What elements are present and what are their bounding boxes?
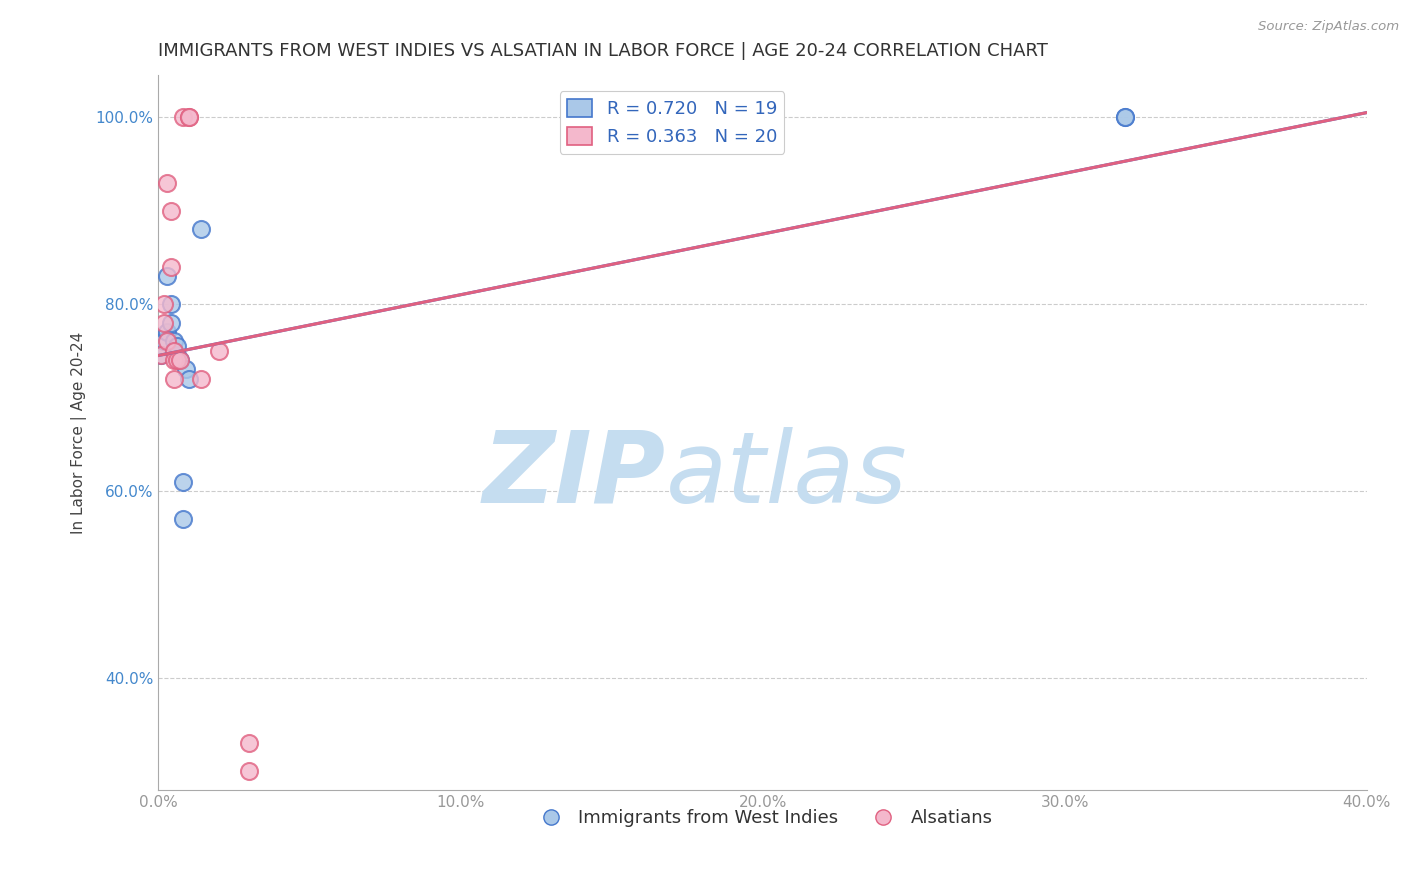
- Point: [166, 353, 188, 368]
- Y-axis label: In Labor Force | Age 20-24: In Labor Force | Age 20-24: [72, 332, 87, 533]
- Point: [153, 334, 176, 349]
- Text: atlas: atlas: [666, 427, 908, 524]
- Point: [174, 362, 197, 376]
- Point: [169, 353, 191, 368]
- Point: [190, 372, 212, 386]
- Text: Source: ZipAtlas.com: Source: ZipAtlas.com: [1258, 20, 1399, 33]
- Point: [162, 353, 184, 368]
- Point: [156, 325, 179, 339]
- Point: [177, 110, 200, 124]
- Point: [162, 334, 184, 349]
- Point: [162, 372, 184, 386]
- Point: [159, 297, 181, 311]
- Point: [172, 512, 194, 526]
- Point: [156, 176, 179, 190]
- Point: [208, 343, 231, 358]
- Point: [159, 316, 181, 330]
- Point: [600, 110, 623, 124]
- Point: [166, 349, 188, 363]
- Point: [1114, 110, 1136, 124]
- Point: [177, 110, 200, 124]
- Point: [166, 339, 188, 353]
- Point: [162, 343, 184, 358]
- Text: ZIP: ZIP: [482, 427, 666, 524]
- Point: [172, 110, 194, 124]
- Point: [150, 349, 173, 363]
- Point: [156, 268, 179, 283]
- Point: [156, 334, 179, 349]
- Point: [162, 343, 184, 358]
- Point: [190, 222, 212, 236]
- Point: [169, 353, 191, 368]
- Text: IMMIGRANTS FROM WEST INDIES VS ALSATIAN IN LABOR FORCE | AGE 20-24 CORRELATION C: IMMIGRANTS FROM WEST INDIES VS ALSATIAN …: [159, 42, 1049, 60]
- Point: [177, 372, 200, 386]
- Point: [238, 764, 260, 779]
- Point: [159, 260, 181, 274]
- Point: [150, 349, 173, 363]
- Point: [238, 736, 260, 750]
- Point: [153, 316, 176, 330]
- Legend: Immigrants from West Indies, Alsatians: Immigrants from West Indies, Alsatians: [526, 802, 1000, 835]
- Point: [1114, 110, 1136, 124]
- Point: [600, 110, 623, 124]
- Point: [172, 475, 194, 489]
- Point: [159, 203, 181, 218]
- Point: [153, 297, 176, 311]
